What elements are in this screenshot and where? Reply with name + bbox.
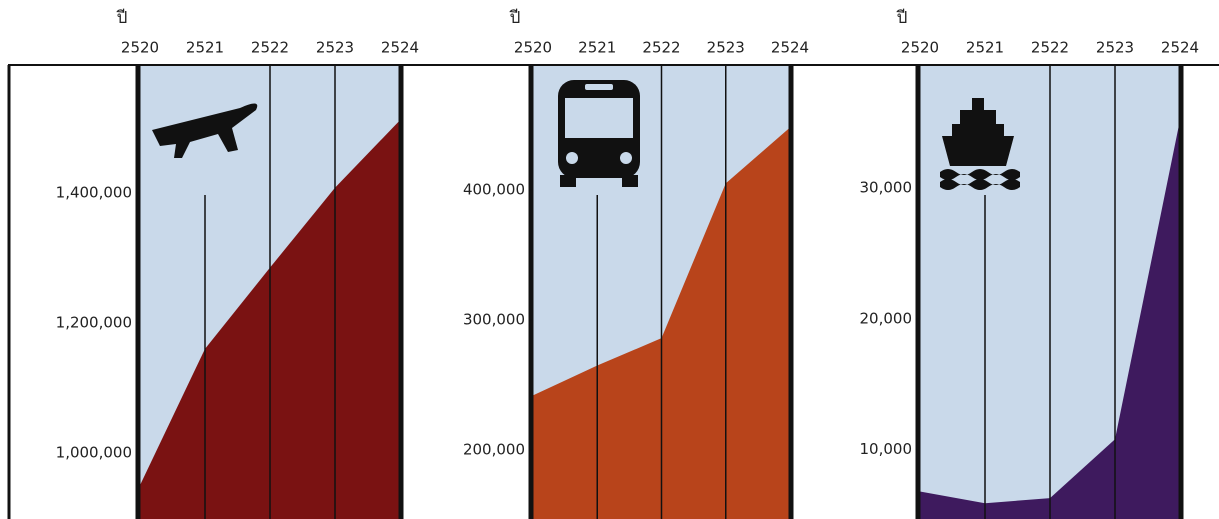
ship-icon [940, 98, 1020, 190]
airplane-icon [152, 103, 258, 158]
y-tick-label: 1,400,000 [56, 183, 132, 201]
x-tick-label: 2521 [966, 39, 1004, 57]
y-tick-label: 300,000 [463, 310, 525, 328]
x-tick-label: 2521 [578, 39, 616, 57]
x-tick-label: 2524 [381, 39, 419, 57]
plots [135, 65, 1184, 519]
x-tick-label: 2524 [771, 39, 809, 57]
y-tick-label: 400,000 [463, 180, 525, 198]
x-axis-label: ปี [116, 8, 128, 28]
y-tick-label: 200,000 [463, 441, 525, 459]
y-tick-label: 10,000 [860, 440, 913, 458]
x-tick-label: 2523 [707, 39, 745, 57]
x-tick-label: 2522 [642, 39, 680, 57]
bus-icon [558, 80, 640, 187]
frame [7, 64, 1219, 519]
x-tick-label: 2523 [316, 39, 354, 57]
y-tick-label: 30,000 [860, 178, 913, 196]
icons [152, 80, 1020, 190]
x-tick-label: 2522 [1031, 39, 1069, 57]
area [920, 119, 1180, 519]
x-axis-label: ปี [509, 8, 521, 28]
x-tick-label: 2520 [514, 39, 552, 57]
x-tick-label: 2522 [251, 39, 289, 57]
y-tick-label: 1,200,000 [56, 313, 132, 331]
labels: 1,000,000 1,200,000 1,400,000 2520 2521 2522 2… [56, 8, 1199, 461]
x-axis-label: ปี [896, 8, 908, 28]
x-tick-label: 2524 [1161, 39, 1199, 57]
x-tick-label: 2523 [1096, 39, 1134, 57]
x-tick-label: 2520 [121, 39, 159, 57]
x-tick-label: 2520 [901, 39, 939, 57]
y-tick-label: 1,000,000 [56, 443, 132, 461]
y-tick-label: 20,000 [860, 309, 913, 327]
x-tick-label: 2521 [186, 39, 224, 57]
